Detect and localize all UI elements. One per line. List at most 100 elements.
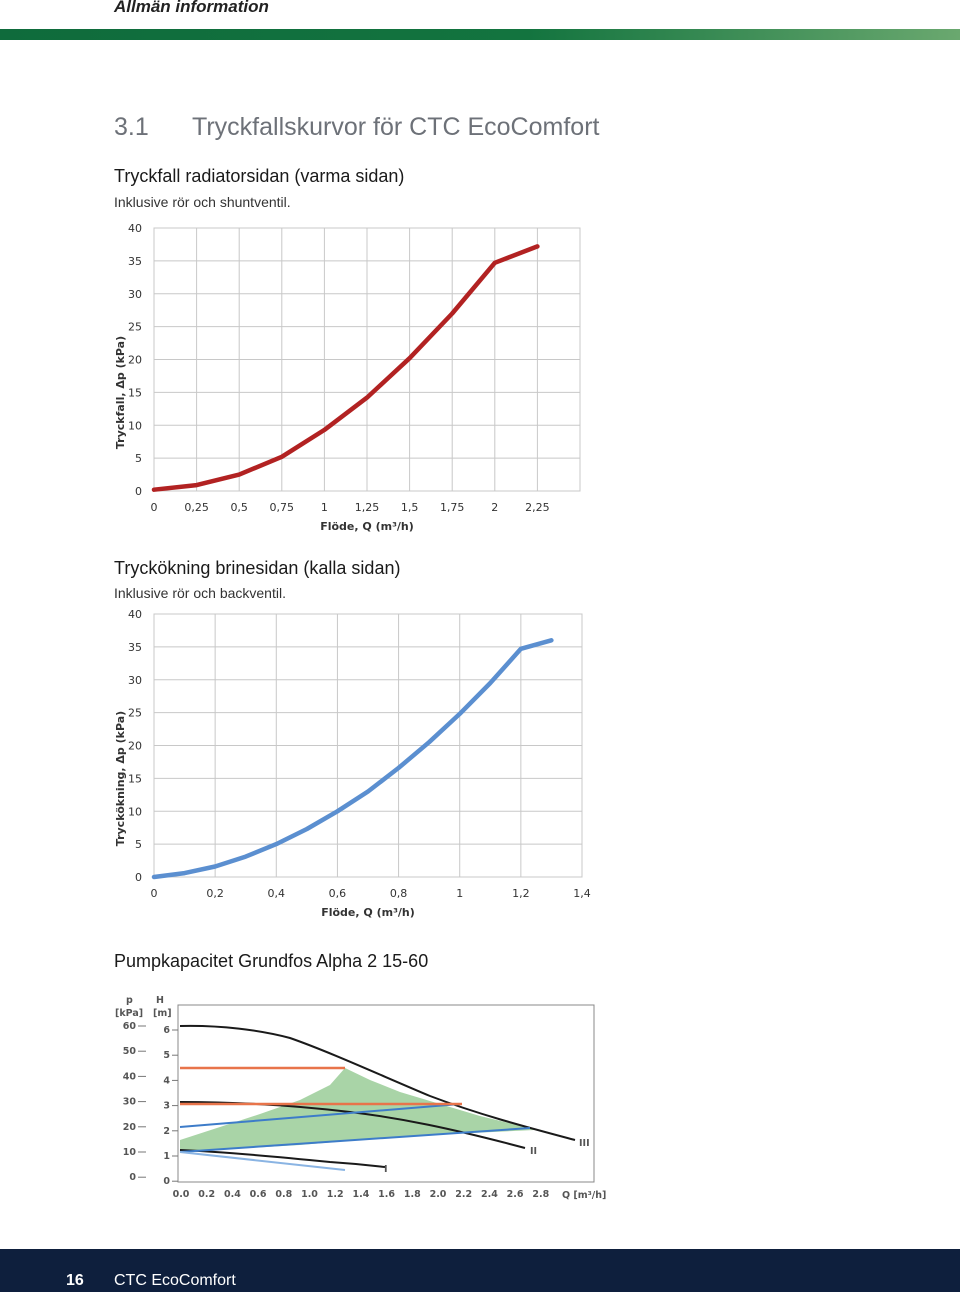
chart2-y-tick-label: 0 [135, 871, 142, 884]
pump-h-tick-label: 3 [163, 1101, 170, 1112]
chart1-y-tick-label: 5 [135, 452, 142, 465]
section-number: 3.1 [114, 113, 149, 141]
pump-curve-label-iii: III [579, 1138, 590, 1149]
chart2-y-tick-label: 5 [135, 838, 142, 851]
pump-x-unit: Q [m³/h] [562, 1190, 606, 1201]
pump-x-tick-label: 1.2 [327, 1189, 344, 1200]
pump-curve-iii [179, 1024, 576, 1141]
pump-h-tick-label: 6 [163, 1025, 170, 1036]
chart1-y-tick-label: 10 [128, 419, 142, 432]
chart2-y-tick-label: 15 [128, 772, 142, 785]
chart1-series-line [151, 244, 540, 492]
chart2-y-axis-title: Tryckökning, Δp (kPa) [114, 711, 127, 846]
pump-x-tick-label: 0.0 [173, 1189, 190, 1200]
chart1-y-tick-label: 40 [128, 222, 142, 235]
pump-curve-label-ii: II [530, 1146, 537, 1157]
pump-x-tick-label: 2.2 [455, 1189, 472, 1200]
chart1-x-tick-label: 0,75 [270, 501, 295, 514]
pump-x-tick-label: 0.6 [250, 1189, 267, 1200]
chart2-x-tick-label: 0,2 [206, 887, 224, 900]
pump-h-unit: [m] [153, 1008, 172, 1019]
section-title: Tryckfallskurvor för CTC EcoComfort [192, 113, 600, 141]
chart2-y-tick-label: 30 [128, 674, 142, 687]
chart2-y-tick-label: 10 [128, 805, 142, 818]
pump-curve-label-i: I [384, 1164, 388, 1175]
footer-bar [0, 1249, 960, 1292]
pump-x-tick-label: 2.6 [507, 1189, 524, 1200]
chart2-x-tick-label: 1,4 [573, 887, 591, 900]
footer-page-number: 16 [66, 1272, 84, 1289]
pump-p-tick-label: 10 [123, 1147, 137, 1158]
chart1-note: Inklusive rör och shuntventil. [114, 194, 291, 210]
chart1-y-axis-title: Tryckfall, Δp (kPa) [114, 336, 127, 449]
chart1-y-tick-label: 20 [128, 354, 142, 367]
chart1-x-tick-label: 1,25 [355, 501, 380, 514]
pump-p-tick-label: 60 [123, 1021, 137, 1032]
chart1-y-tick-label: 0 [135, 485, 142, 498]
pump-x-tick-label: 2.4 [481, 1189, 498, 1200]
chart1-x-axis-title: Flöde, Q (m³/h) [320, 520, 414, 533]
pump-system-curve-high [179, 1103, 461, 1128]
footer-brand: CTC EcoComfort [114, 1272, 236, 1289]
pump-h-tick-label: 5 [163, 1050, 170, 1061]
chart2-x-tick-label: 1 [456, 887, 463, 900]
pump-x-tick-label: 1.6 [378, 1189, 395, 1200]
chart2-heading: Tryckökning brinesidan (kalla sidan) [114, 558, 401, 578]
chart2-y-tick-label: 35 [128, 641, 142, 654]
pump-system-curve-low [179, 1151, 346, 1171]
chart2-x-tick-label: 1,2 [512, 887, 530, 900]
pump-curve-i [179, 1149, 386, 1168]
chart2-x-tick-label: 0,8 [390, 887, 408, 900]
pump-x-tick-label: 1.0 [301, 1189, 318, 1200]
chart1-y-tick-label: 30 [128, 288, 142, 301]
chart3-heading: Pumpkapacitet Grundfos Alpha 2 15-60 [114, 951, 429, 971]
chart1-x-tick-label: 0,25 [184, 501, 209, 514]
pump-operating-area [180, 1068, 535, 1152]
section-heading: 3.1 Tryckfallskurvor för CTC EcoComfort [114, 113, 599, 142]
pump-x-tick-label: 1.8 [404, 1189, 421, 1200]
chart2-y-tick-label: 25 [128, 707, 142, 720]
chart2-y-tick-label: 40 [128, 608, 142, 621]
pump-h-tick-label: 1 [163, 1151, 170, 1162]
pump-x-tick-label: 0.8 [275, 1189, 292, 1200]
chart2-x-tick-label: 0,6 [329, 887, 347, 900]
chart1-heading: Tryckfall radiatorsidan (varma sidan) [114, 166, 405, 186]
chart1-x-tick-label: 2,25 [525, 501, 550, 514]
header-bar [0, 29, 960, 40]
pump-h-label: H [156, 995, 164, 1006]
pump-h-tick-label: 2 [163, 1126, 170, 1137]
pump-x-tick-label: 1.4 [352, 1189, 369, 1200]
pump-p-unit: [kPa] [115, 1008, 143, 1019]
chart2-note: Inklusive rör och backventil. [114, 585, 286, 601]
pump-x-tick-label: 0.2 [198, 1189, 215, 1200]
chart1-x-tick-label: 0,5 [230, 501, 248, 514]
chart2-x-tick-label: 0 [151, 887, 158, 900]
pump-p-tick-label: 20 [123, 1122, 137, 1133]
chart1-y-tick-label: 35 [128, 255, 142, 268]
pump-h-tick-label: 0 [163, 1176, 170, 1187]
pump-p-tick-label: 0 [129, 1172, 136, 1183]
chart1-y-tick-label: 25 [128, 321, 142, 334]
chart2-y-tick-label: 20 [128, 740, 142, 753]
chart1-x-tick-label: 1 [321, 501, 328, 514]
pump-x-tick-label: 0.4 [224, 1189, 241, 1200]
pump-system-curve-mid [179, 1127, 531, 1153]
pump-h-tick-label: 4 [163, 1075, 170, 1086]
pump-p-tick-label: 50 [123, 1046, 137, 1057]
chart1-x-tick-label: 1,5 [401, 501, 419, 514]
chart1-x-tick-label: 0 [151, 501, 158, 514]
chart2-x-axis-title: Flöde, Q (m³/h) [321, 906, 415, 919]
chart1-x-tick-label: 1,75 [440, 501, 465, 514]
chart2-series-line [151, 638, 554, 880]
pump-p-tick-label: 30 [123, 1097, 137, 1108]
chart2-x-tick-label: 0,4 [268, 887, 286, 900]
chart1-y-tick-label: 15 [128, 386, 142, 399]
pump-x-tick-label: 2.0 [430, 1189, 447, 1200]
header-title: Allmän information [114, 0, 269, 16]
chart1-x-tick-label: 2 [491, 501, 498, 514]
pump-p-label: p [126, 995, 133, 1006]
pump-x-tick-label: 2.8 [532, 1189, 549, 1200]
